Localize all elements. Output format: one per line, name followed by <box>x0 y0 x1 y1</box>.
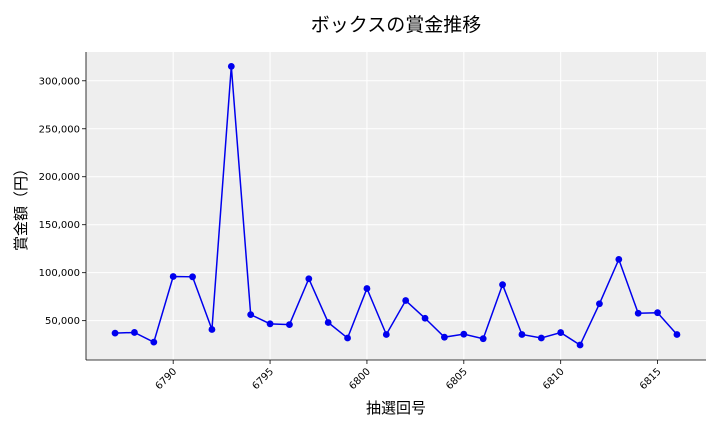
data-point <box>344 334 351 342</box>
data-point <box>460 330 468 338</box>
x-tick-label: 6800 <box>347 366 373 392</box>
grid <box>86 52 706 360</box>
data-point <box>537 334 545 342</box>
data-point <box>596 300 603 308</box>
series-line <box>115 66 678 347</box>
data-point <box>286 321 293 328</box>
data-point <box>208 326 216 333</box>
data-point <box>363 285 371 292</box>
y-tick-label: 300,000 <box>39 76 80 87</box>
data-point <box>499 281 506 289</box>
data-point <box>615 255 623 263</box>
x-axis-label: 抽選回号 <box>366 399 426 417</box>
data-point <box>305 275 313 283</box>
data-point <box>131 329 138 336</box>
y-tick-label: 250,000 <box>39 124 80 135</box>
data-point <box>634 309 642 317</box>
plot-area <box>86 52 706 360</box>
x-tick-label: 6790 <box>154 366 180 392</box>
data-point <box>247 311 255 319</box>
data-point <box>169 273 177 280</box>
data-point <box>150 338 158 346</box>
data-point <box>402 297 410 304</box>
data-point <box>673 331 681 338</box>
y-tick-label: 150,000 <box>39 220 80 231</box>
data-point <box>227 62 235 70</box>
y-tick-label: 100,000 <box>39 268 80 279</box>
data-point <box>479 335 487 343</box>
data-point <box>518 331 526 338</box>
data-point <box>576 341 584 349</box>
data-point <box>324 319 332 326</box>
chart-title: ボックスの賞金推移 <box>311 14 481 36</box>
x-tick-label: 6805 <box>444 366 470 392</box>
series <box>111 62 681 349</box>
data-point <box>189 273 196 281</box>
data-point <box>382 331 390 338</box>
data-point <box>266 320 274 328</box>
y-tick-label: 50,000 <box>45 316 80 327</box>
data-point <box>557 329 565 336</box>
data-point <box>421 314 429 322</box>
x-tick-label: 6810 <box>541 366 567 392</box>
y-tick-label: 200,000 <box>39 172 80 183</box>
y-axis-label: 賞金額（円） <box>12 161 30 251</box>
x-tick-label: 6795 <box>250 366 276 392</box>
data-point <box>441 333 448 341</box>
data-point <box>654 309 661 317</box>
data-point <box>111 329 119 337</box>
x-tick-label: 6815 <box>638 366 664 392</box>
